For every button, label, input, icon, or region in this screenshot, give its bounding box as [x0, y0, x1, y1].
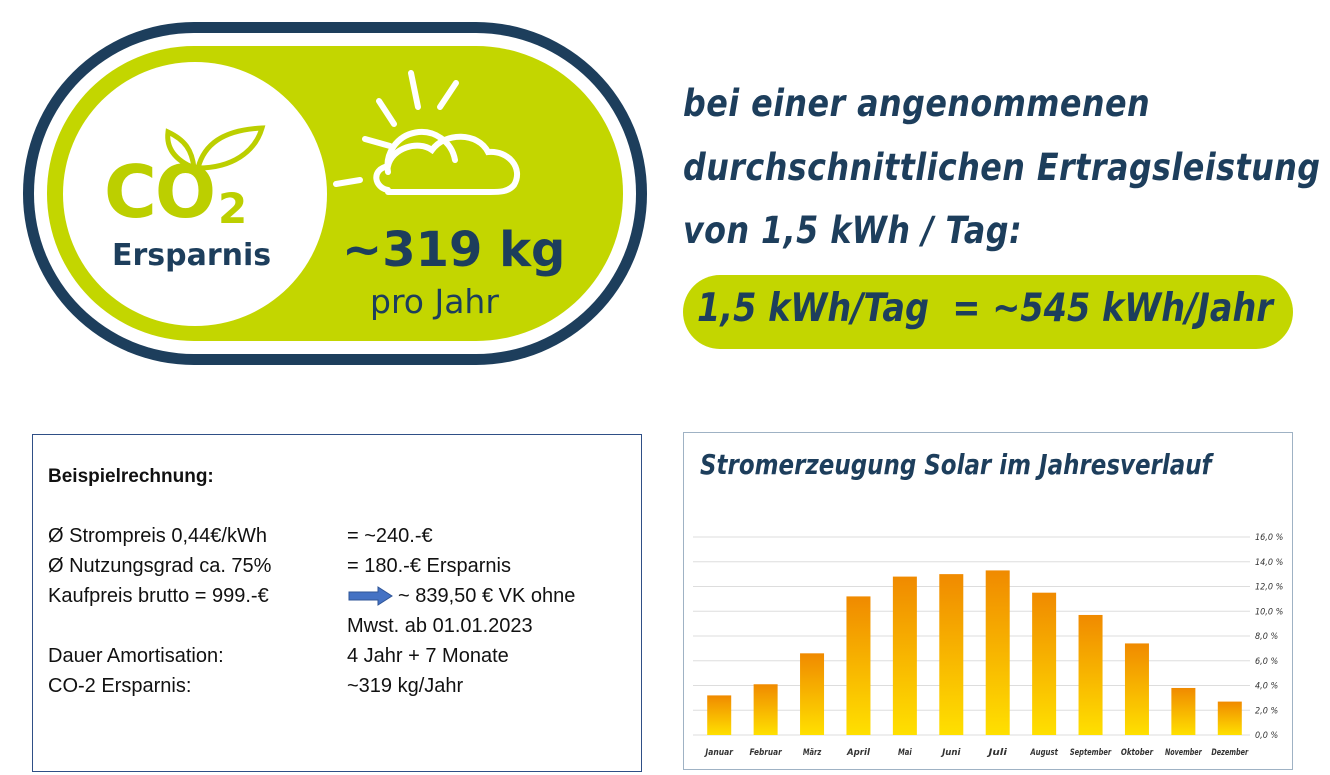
x-tick-label: Dezember [1211, 748, 1248, 758]
sun-cloud-icon [333, 70, 520, 195]
co2-amount: ~319 kg [342, 222, 566, 278]
y-tick-label: 2,0 % [1255, 706, 1278, 716]
leaves-icon [165, 125, 266, 172]
calc-row-label: CO-2 Ersparnis: [48, 675, 192, 697]
yield-pill [683, 275, 1293, 349]
co2-label: CO2 [104, 150, 247, 234]
co2-main-text: CO [104, 150, 216, 234]
calc-row-value: ~319 kg/Jahr [347, 675, 464, 697]
y-tick-label: 16,0 % [1255, 533, 1283, 543]
calc-row-label: Ø Strompreis 0,44€/kWh [48, 525, 267, 547]
x-tick-label: November [1165, 748, 1202, 758]
y-tick-label: 6,0 % [1255, 657, 1278, 667]
bar-august [1032, 592, 1057, 735]
arrow-right-icon [348, 586, 393, 606]
x-tick-label: Januar [704, 748, 734, 758]
calc-row-label: Kaufpreis brutto = 999.-€ [48, 585, 269, 607]
bar-dezember [1217, 701, 1242, 735]
x-tick-label: Oktober [1121, 748, 1154, 758]
ersparnis-label: Ersparnis [112, 238, 272, 273]
bar-september [1078, 614, 1103, 735]
calc-row-label: Dauer Amortisation: [48, 645, 224, 667]
headline-line-2: durchschnittlichen Ertragsleistung [683, 146, 1321, 189]
co2-subscript: 2 [218, 184, 247, 233]
x-tick-label: Juni [940, 748, 961, 758]
y-tick-label: 14,0 % [1255, 558, 1283, 568]
y-tick-label: 10,0 % [1255, 607, 1283, 617]
headline-line-3: von 1,5 kWh / Tag: [683, 209, 1023, 252]
y-tick-label: 12,0 % [1255, 583, 1283, 593]
calc-row-value: ~ 839,50 € VK ohne [398, 585, 576, 607]
x-tick-label: September [1070, 748, 1112, 758]
y-tick-label: 0,0 % [1255, 731, 1278, 741]
calculation-title: Beispielrechnung: [48, 466, 214, 487]
bar-november [1171, 687, 1196, 735]
per-year-label: pro Jahr [370, 282, 499, 321]
calc-row-value: = ~240.-€ [347, 525, 433, 547]
calc-row-value: 4 Jahr + 7 Monate [347, 645, 509, 667]
calc-row-value: = 180.-€ Ersparnis [347, 555, 511, 577]
x-tick-label: April [846, 748, 871, 758]
x-tick-label: Februar [750, 748, 783, 758]
bar-april [846, 596, 871, 735]
x-tick-label: Juli [986, 748, 1008, 758]
calc-row-value: Mwst. ab 01.01.2023 [347, 615, 533, 637]
bar-mai [892, 576, 917, 735]
headline-line-1: bei einer angenommenen [683, 82, 1151, 125]
x-tick-label: März [803, 748, 822, 758]
y-tick-label: 4,0 % [1255, 682, 1278, 692]
x-tick-label: August [1030, 748, 1059, 758]
bar-juni [939, 574, 964, 735]
solar-bar-chart: 0,0 % 2,0 % 4,0 % 6,0 % 8,0 % 10,0 % 12,0 % 14,… [693, 533, 1283, 758]
bar-märz [800, 653, 825, 735]
co2-badge [23, 22, 647, 365]
y-tick-label: 8,0 % [1255, 632, 1278, 642]
calc-row-label: Ø Nutzungsgrad ca. 75% [48, 555, 272, 577]
yield-pill-text: 1,5 kWh/Tag = ~545 kWh/Jahr [697, 286, 1273, 331]
chart-title: Stromerzeugung Solar im Jahresverlauf [700, 448, 1212, 481]
bar-januar [707, 695, 732, 735]
bar-oktober [1124, 643, 1149, 735]
x-tick-label: Mai [898, 748, 912, 758]
bar-juli [985, 570, 1010, 735]
bar-februar [753, 684, 778, 735]
calculation-box [32, 434, 642, 772]
